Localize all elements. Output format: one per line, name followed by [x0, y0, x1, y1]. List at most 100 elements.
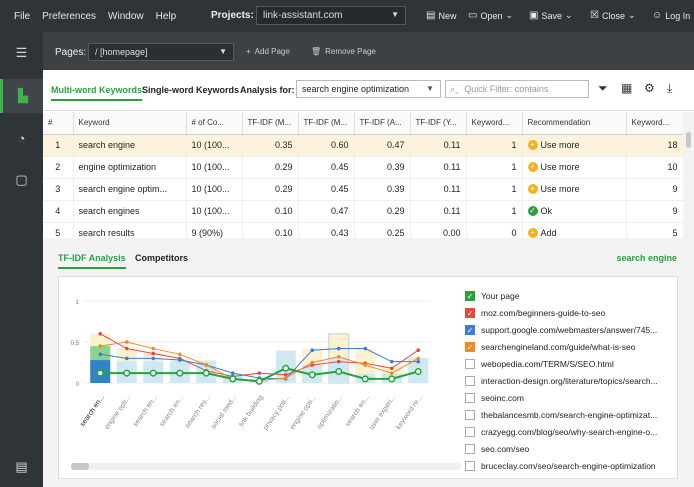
legend-label: seoinc.com: [481, 392, 524, 403]
column-header[interactable]: #: [43, 112, 74, 135]
pages-label: Pages:: [55, 47, 87, 58]
menu-window[interactable]: Window: [108, 10, 144, 22]
cell-rec: + Use more: [522, 156, 627, 179]
save-label: Save: [541, 10, 562, 21]
checkbox[interactable]: [465, 409, 475, 420]
chart-scrollbar[interactable]: [71, 463, 461, 470]
save-button[interactable]: ▣ Save ⌄: [529, 10, 573, 21]
legend-item[interactable]: thebalancesmb.com/search-engine-optimiza…: [465, 406, 675, 423]
checkbox[interactable]: [465, 460, 475, 471]
table-row[interactable]: 4 search engines 10 (100... 0.10 0.47 0.29 0.1…: [43, 200, 684, 223]
column-header[interactable]: Recommendation: [522, 112, 627, 135]
checkbox[interactable]: ✓: [465, 324, 475, 335]
gear-icon[interactable]: ⚙: [644, 81, 655, 95]
analysis-select[interactable]: search engine optimization ▼: [296, 80, 441, 98]
scrollbar-thumb[interactable]: [686, 132, 691, 148]
series-point: [229, 375, 237, 383]
dashboard-icon[interactable]: ◔: [17, 130, 26, 146]
column-header[interactable]: # of Co...: [186, 112, 243, 135]
close-button[interactable]: ☒ Close ⌄: [590, 10, 636, 21]
close-label: Close: [601, 10, 625, 21]
table-row[interactable]: 2 engine optimization 10 (100... 0.29 0.45 0.…: [43, 156, 684, 179]
cell-t4: 0.11: [410, 178, 467, 201]
cell-t3: 0.39: [354, 156, 411, 179]
legend-item[interactable]: interaction-design.org/literature/topics…: [465, 372, 675, 389]
menu-preferences[interactable]: Preferences: [42, 10, 97, 22]
new-button[interactable]: ▤ New: [426, 10, 456, 21]
open-button[interactable]: ▭ Open ⌄: [468, 10, 513, 21]
filter-icon[interactable]: ⏷: [598, 81, 608, 95]
legend-item[interactable]: ✓ moz.com/beginners-guide-to-seo: [465, 304, 675, 321]
column-header[interactable]: TF-IDF (M...: [242, 112, 299, 135]
menu-bar: File Preferences Window Help: [0, 11, 176, 22]
column-header[interactable]: Keyword...: [466, 112, 523, 135]
series-point: [282, 364, 290, 372]
pages-icon[interactable]: ▢: [15, 172, 28, 187]
checkbox[interactable]: [465, 375, 475, 386]
cell-t2: 0.60: [298, 134, 355, 157]
menu-file[interactable]: File: [14, 10, 31, 22]
column-header[interactable]: TF-IDF (Y...: [410, 112, 467, 135]
series-point: [310, 360, 315, 365]
series-point: [151, 356, 156, 361]
series-point: [124, 346, 129, 351]
quick-filter-input[interactable]: ⌕⌄ Quick Filter: contains: [445, 80, 589, 98]
legend-item[interactable]: seo.com/seo: [465, 440, 675, 457]
cell-kw: engine optimization: [73, 156, 187, 179]
tab-multi-word[interactable]: Multi-word Keywords: [51, 85, 143, 101]
cell-rec: ✓ Ok: [522, 200, 627, 223]
legend-item[interactable]: ✓ searchengineland.com/guide/what-is-seo: [465, 338, 675, 355]
table-scrollbar[interactable]: [683, 112, 694, 238]
remove-page-button[interactable]: 🗑 Remove Page: [311, 47, 376, 56]
tab-tfidf-analysis[interactable]: TF-IDF Analysis: [58, 253, 126, 269]
cell-n: 3: [43, 178, 74, 201]
cell-t1: 0.35: [242, 134, 299, 157]
checkbox[interactable]: ✓: [465, 341, 475, 352]
series-point: [257, 371, 262, 375]
login-button[interactable]: ☺ Log In: [652, 10, 690, 21]
column-header[interactable]: Keyword: [73, 112, 187, 135]
checkbox[interactable]: ✓: [465, 290, 475, 301]
legend-label: webopedia.com/TERM/S/SEO.html: [481, 358, 614, 369]
legend-item[interactable]: webopedia.com/TERM/S/SEO.html: [465, 355, 675, 372]
plus-icon: +: [527, 140, 538, 151]
checkbox[interactable]: [465, 443, 475, 454]
table-row[interactable]: 3 search engine optim... 10 (100... 0.29 0.4…: [43, 178, 684, 201]
column-header[interactable]: TF-IDF (M...: [298, 112, 355, 135]
analysis-label: Analysis for:: [240, 85, 295, 95]
cell-rec: + Use more: [522, 134, 627, 157]
checkbox[interactable]: [465, 358, 475, 369]
project-select[interactable]: link-assistant.com ▼: [256, 6, 406, 25]
legend-item[interactable]: seoinc.com: [465, 389, 675, 406]
tab-competitors[interactable]: Competitors: [135, 253, 189, 263]
chevron-down-icon: ⌄: [505, 10, 514, 20]
content-analysis-icon[interactable]: ▙: [0, 79, 43, 113]
page-select[interactable]: / [homepage] ▼: [88, 43, 234, 61]
series-point: [416, 348, 421, 352]
column-header[interactable]: TF-IDF (A...: [354, 112, 411, 135]
tab-single-word[interactable]: Single-word Keywords: [142, 85, 240, 95]
table-row[interactable]: 1 search engine 10 (100... 0.35 0.60 0.47 0.11…: [43, 134, 684, 157]
grid-icon[interactable]: ▦: [621, 81, 633, 95]
site-structure-icon[interactable]: ☰: [15, 45, 28, 60]
download-icon[interactable]: ⤓: [667, 81, 673, 95]
series-point: [230, 371, 235, 375]
x-tick-label: privacy poli...: [262, 394, 291, 432]
cell-kw: search engines: [73, 200, 187, 223]
legend-item[interactable]: ✓ support.google.com/webmasters/answer/74…: [465, 321, 675, 338]
legend-item[interactable]: bruceclay.com/seo/search-engine-optimiza…: [465, 457, 675, 474]
series-point: [414, 367, 422, 376]
keywords-toolbar: Multi-word Keywords Single-word Keywords…: [43, 70, 694, 111]
legend-item[interactable]: crazyegg.com/blog/seo/why-search-engine-…: [465, 423, 675, 440]
checkbox[interactable]: [465, 426, 475, 437]
column-header[interactable]: Keyword...: [626, 112, 684, 135]
report-icon[interactable]: ▤: [15, 459, 28, 474]
checkbox[interactable]: [465, 392, 475, 403]
scrollbar-thumb[interactable]: [71, 463, 89, 470]
checkbox[interactable]: ✓: [465, 307, 475, 318]
close-icon: ☒: [590, 10, 599, 21]
x-tick-label: search en...: [79, 394, 106, 428]
add-page-button[interactable]: + Add Page: [246, 47, 290, 56]
menu-help[interactable]: Help: [155, 10, 177, 22]
legend-item[interactable]: ✓ Your page: [465, 287, 675, 304]
